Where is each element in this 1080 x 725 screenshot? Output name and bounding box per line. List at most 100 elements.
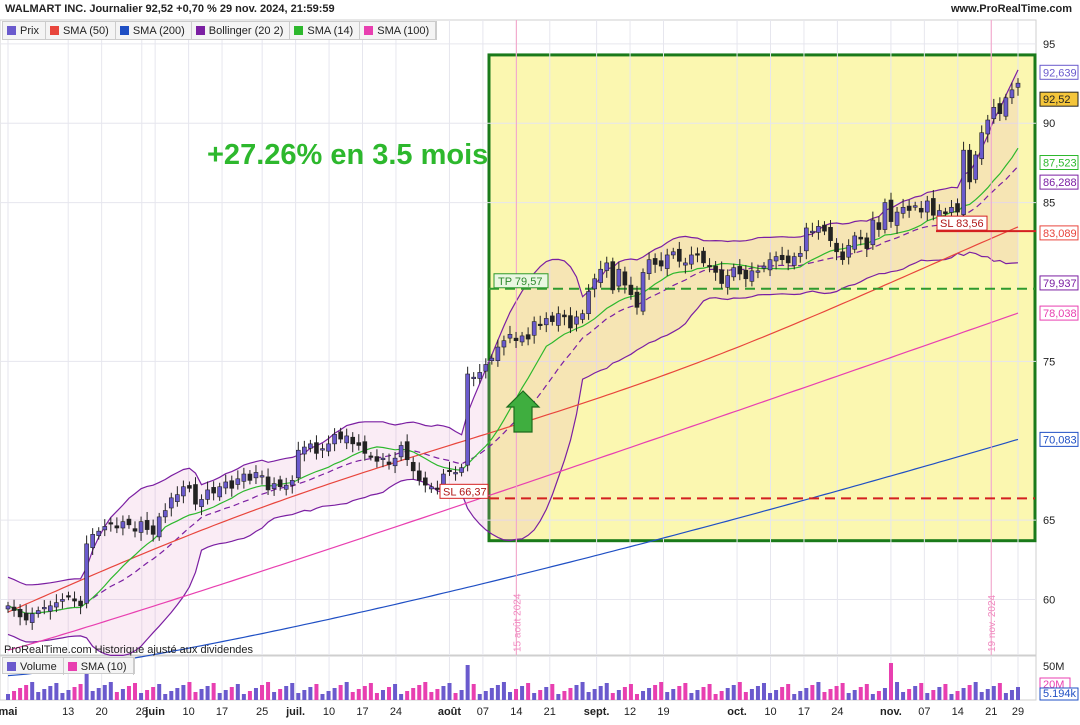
volume-bar [677,686,682,700]
volume-bar [459,690,464,700]
volume-bar [175,688,180,700]
volume-bar [725,688,730,700]
candle-body [828,227,833,241]
candle-body [66,595,71,598]
badge-bb-mid-box [1039,174,1079,190]
y-tick-label: 85 [1043,198,1055,210]
volume-bar [24,685,29,700]
volume-legend-item-sma-10[interactable]: SMA (10) [64,658,134,675]
volume-bar [895,682,900,700]
legend-label: SMA (14) [307,24,354,37]
volume-bar [423,682,428,700]
legend-swatch-icon [7,662,16,671]
volume-bar [586,692,591,700]
volume-bar [314,684,319,700]
candle-body [138,521,144,533]
candle-body [205,489,210,500]
badge-last-price: 92,52 [1043,94,1071,106]
volume-bar [979,692,984,700]
volume-bar [876,691,881,700]
candle-body [852,235,858,250]
candle-body [289,480,295,486]
volume-legend-item-volume[interactable]: Volume [3,658,64,675]
volume-bar [18,688,23,700]
x-tick-label: 29 [1012,706,1024,718]
candle-body [429,486,434,490]
candle-body [398,445,404,458]
candle-body [114,525,120,529]
legend-label: Bollinger (20 2) [208,24,284,37]
legend-item-sma-50[interactable]: SMA (50) [46,22,116,39]
candle-body [229,480,235,489]
candle-body [477,372,483,379]
volume-bar [816,682,821,700]
volume-legend[interactable]: Volume SMA (10) [2,657,135,675]
candle-body [410,461,416,472]
candle-body [247,473,253,481]
x-tick-label: 10 [182,706,194,718]
candle-body [543,318,549,326]
candle-body [175,494,180,502]
vline-label-nov: 19 nov. 2024 [987,594,998,652]
candle-body [779,254,785,261]
x-tick-label: 10 [323,706,335,718]
volume-bar [556,694,561,700]
candle-body [126,518,132,526]
legend-item-bollinger-20-2[interactable]: Bollinger (20 2) [192,22,291,39]
candle-body [181,486,186,497]
candle-body [1015,82,1021,88]
volume-axis-50m: 50M [1043,661,1064,673]
legend-item-prix[interactable]: Prix [3,22,46,39]
y-tick-label: 95 [1043,39,1055,51]
volume-bar [223,690,228,700]
volume-bar [302,690,307,700]
volume-bar [241,694,246,700]
sl-high-label: SL 83,56 [940,218,984,230]
volume-bar [907,689,912,700]
volume-bar [157,684,162,700]
legend-item-sma-200[interactable]: SMA (200) [116,22,192,39]
entry-arrow-icon [505,390,541,433]
legend-item-sma-100[interactable]: SMA (100) [360,22,437,39]
volume-bar [108,682,113,700]
volume-bar [495,685,500,700]
volume-bar [943,684,948,700]
volume-badge-last-box [1039,687,1079,701]
volume-bar [284,686,289,700]
volume-bar [308,687,313,700]
sma200-line [7,438,1019,677]
candle-body [41,607,47,610]
badge-bb-mid: 86,288 [1043,177,1077,189]
y-tick-label: 90 [1043,118,1055,130]
candle-body [646,259,652,274]
candle-body [755,270,761,273]
legend-swatch-icon [119,26,129,35]
legend-item-sma-14[interactable]: SMA (14) [290,22,361,39]
candle-body [483,364,489,372]
candle-body [767,259,773,271]
badge-sma14: 87,523 [1043,158,1077,170]
candle-body [900,207,906,214]
volume-bar [925,693,930,700]
volume-bar [913,686,918,700]
indicator-legend[interactable]: Prix SMA (50) SMA (200) Bollinger (20 2) SMA… [2,21,438,40]
volume-bar [780,687,785,700]
candle-body [501,340,507,348]
candle-body [447,469,452,473]
candle-body [320,448,325,451]
volume-bar [870,694,875,700]
x-tick-label: nov. [880,706,902,718]
candle-body [1009,89,1015,99]
analysis-box [487,53,1037,543]
candle-body [162,510,168,518]
candle-body [906,205,912,211]
watermark-text: ProRealTime.com Historique ajusté aux di… [4,644,254,656]
volume-bar [199,689,204,700]
candle-body [72,598,77,602]
candle-body [695,253,700,256]
candle-body [731,267,737,278]
volume-bar [719,691,724,700]
candle-body [822,224,827,232]
volume-bar [919,683,924,700]
